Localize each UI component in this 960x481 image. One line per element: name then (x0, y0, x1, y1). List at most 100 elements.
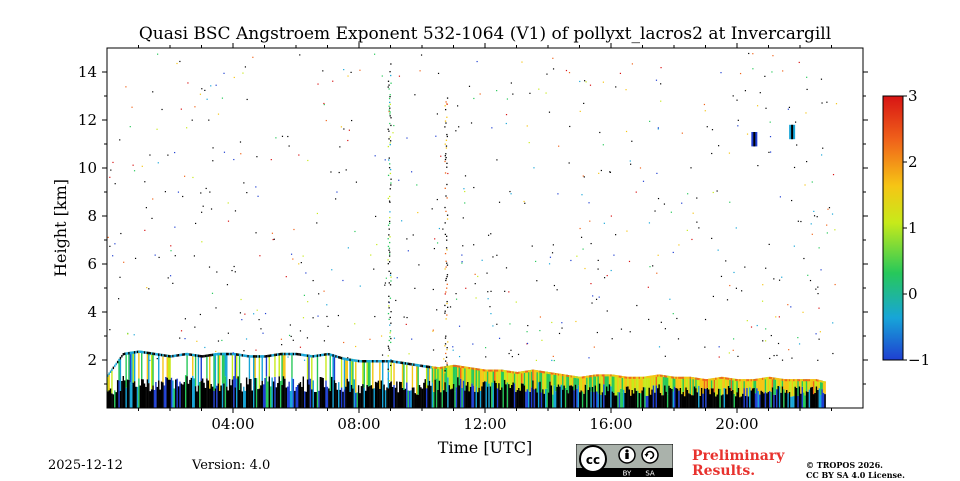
column-0900 (388, 307, 390, 309)
layer-top-edge (340, 356, 343, 360)
noise-point (473, 244, 475, 246)
noise-point (737, 119, 739, 121)
layer-top-edge (812, 379, 815, 382)
column-1045 (445, 139, 448, 141)
layer-column (484, 369, 486, 382)
layer-top-edge (135, 350, 137, 354)
layer-column (387, 360, 390, 389)
layer-column (411, 363, 414, 388)
noise-point (741, 290, 743, 292)
layer-column (313, 391, 316, 408)
layer-top-edge (570, 375, 573, 378)
layer-top-edge (315, 354, 317, 358)
noise-point (527, 324, 529, 327)
noise-point (217, 113, 220, 115)
layer-column (288, 352, 291, 382)
layer-column (481, 369, 483, 387)
layer-top-edge (584, 376, 587, 379)
layer-top-edge (279, 352, 282, 356)
noise-point (398, 75, 401, 77)
layer-top-edge (459, 365, 462, 368)
layer-column (204, 387, 207, 408)
noise-point (164, 191, 167, 193)
noise-point (718, 145, 720, 147)
noise-point (262, 332, 264, 334)
noise-point (737, 125, 739, 127)
layer-column (281, 352, 283, 386)
noise-point (813, 215, 816, 217)
layer-column (557, 384, 560, 408)
layer-top-edge (652, 375, 655, 378)
layer-column (476, 368, 479, 393)
noise-point (821, 102, 823, 104)
noise-point (649, 266, 651, 268)
layer-top-edge (166, 354, 169, 358)
layer-column (580, 390, 583, 408)
noise-point (610, 215, 612, 217)
layer-top-edge (424, 365, 427, 368)
layer-column (723, 377, 726, 388)
layer-column (179, 381, 181, 408)
layer-column (692, 395, 695, 408)
layer-top-edge (359, 360, 361, 363)
layer-column (291, 352, 293, 378)
layer-column (777, 386, 780, 408)
noise-point (442, 228, 444, 230)
noise-point (212, 147, 214, 149)
layer-column (737, 379, 740, 388)
layer-column (326, 386, 329, 408)
layer-top-edge (353, 359, 356, 362)
noise-point (771, 71, 773, 73)
column-1045 (444, 268, 446, 270)
layer-column (475, 386, 478, 408)
layer-column (691, 376, 693, 396)
noise-point (184, 175, 186, 177)
column-0900 (389, 103, 391, 105)
y-tick-label: 10 (78, 159, 97, 177)
noise-point (798, 343, 801, 345)
layer-top-edge (316, 354, 319, 357)
layer-top-edge (737, 379, 740, 382)
layer-top-edge (220, 352, 222, 356)
layer-top-edge (814, 379, 816, 382)
noise-point (152, 198, 154, 200)
noise-point (201, 241, 203, 243)
layer-column (383, 360, 386, 385)
layer-top-edge (613, 374, 615, 377)
layer-top-edge (457, 365, 459, 368)
layer-column (107, 391, 109, 408)
layer-top-edge (128, 351, 130, 355)
layer-column (486, 386, 489, 408)
layer-column (581, 391, 584, 408)
layer-column (750, 390, 753, 408)
noise-point (403, 316, 405, 318)
layer-column (308, 384, 310, 408)
layer-column (299, 381, 302, 408)
noise-point (270, 159, 272, 161)
noise-point (384, 159, 386, 161)
layer-column (360, 360, 363, 387)
layer-column (506, 382, 509, 408)
layer-column (567, 393, 570, 408)
noise-point (129, 126, 131, 128)
column-1045 (446, 249, 448, 251)
layer-column (362, 360, 364, 385)
layer-column (156, 386, 159, 408)
noise-point (487, 298, 489, 300)
noise-point (505, 113, 508, 116)
layer-column (158, 380, 160, 408)
layer-column (452, 364, 455, 385)
layer-column (495, 369, 497, 383)
noise-point (343, 128, 345, 130)
layer-top-edge (227, 352, 230, 356)
column-1045 (444, 172, 447, 174)
layer-top-edge (493, 369, 496, 372)
layer-column (733, 378, 736, 394)
layer-top-edge (345, 357, 347, 361)
noise-point (420, 54, 423, 56)
layer-column (791, 396, 794, 408)
noise-point (474, 283, 476, 285)
noise-point (373, 53, 376, 55)
layer-column (644, 387, 646, 408)
layer-top-edge (593, 374, 595, 377)
